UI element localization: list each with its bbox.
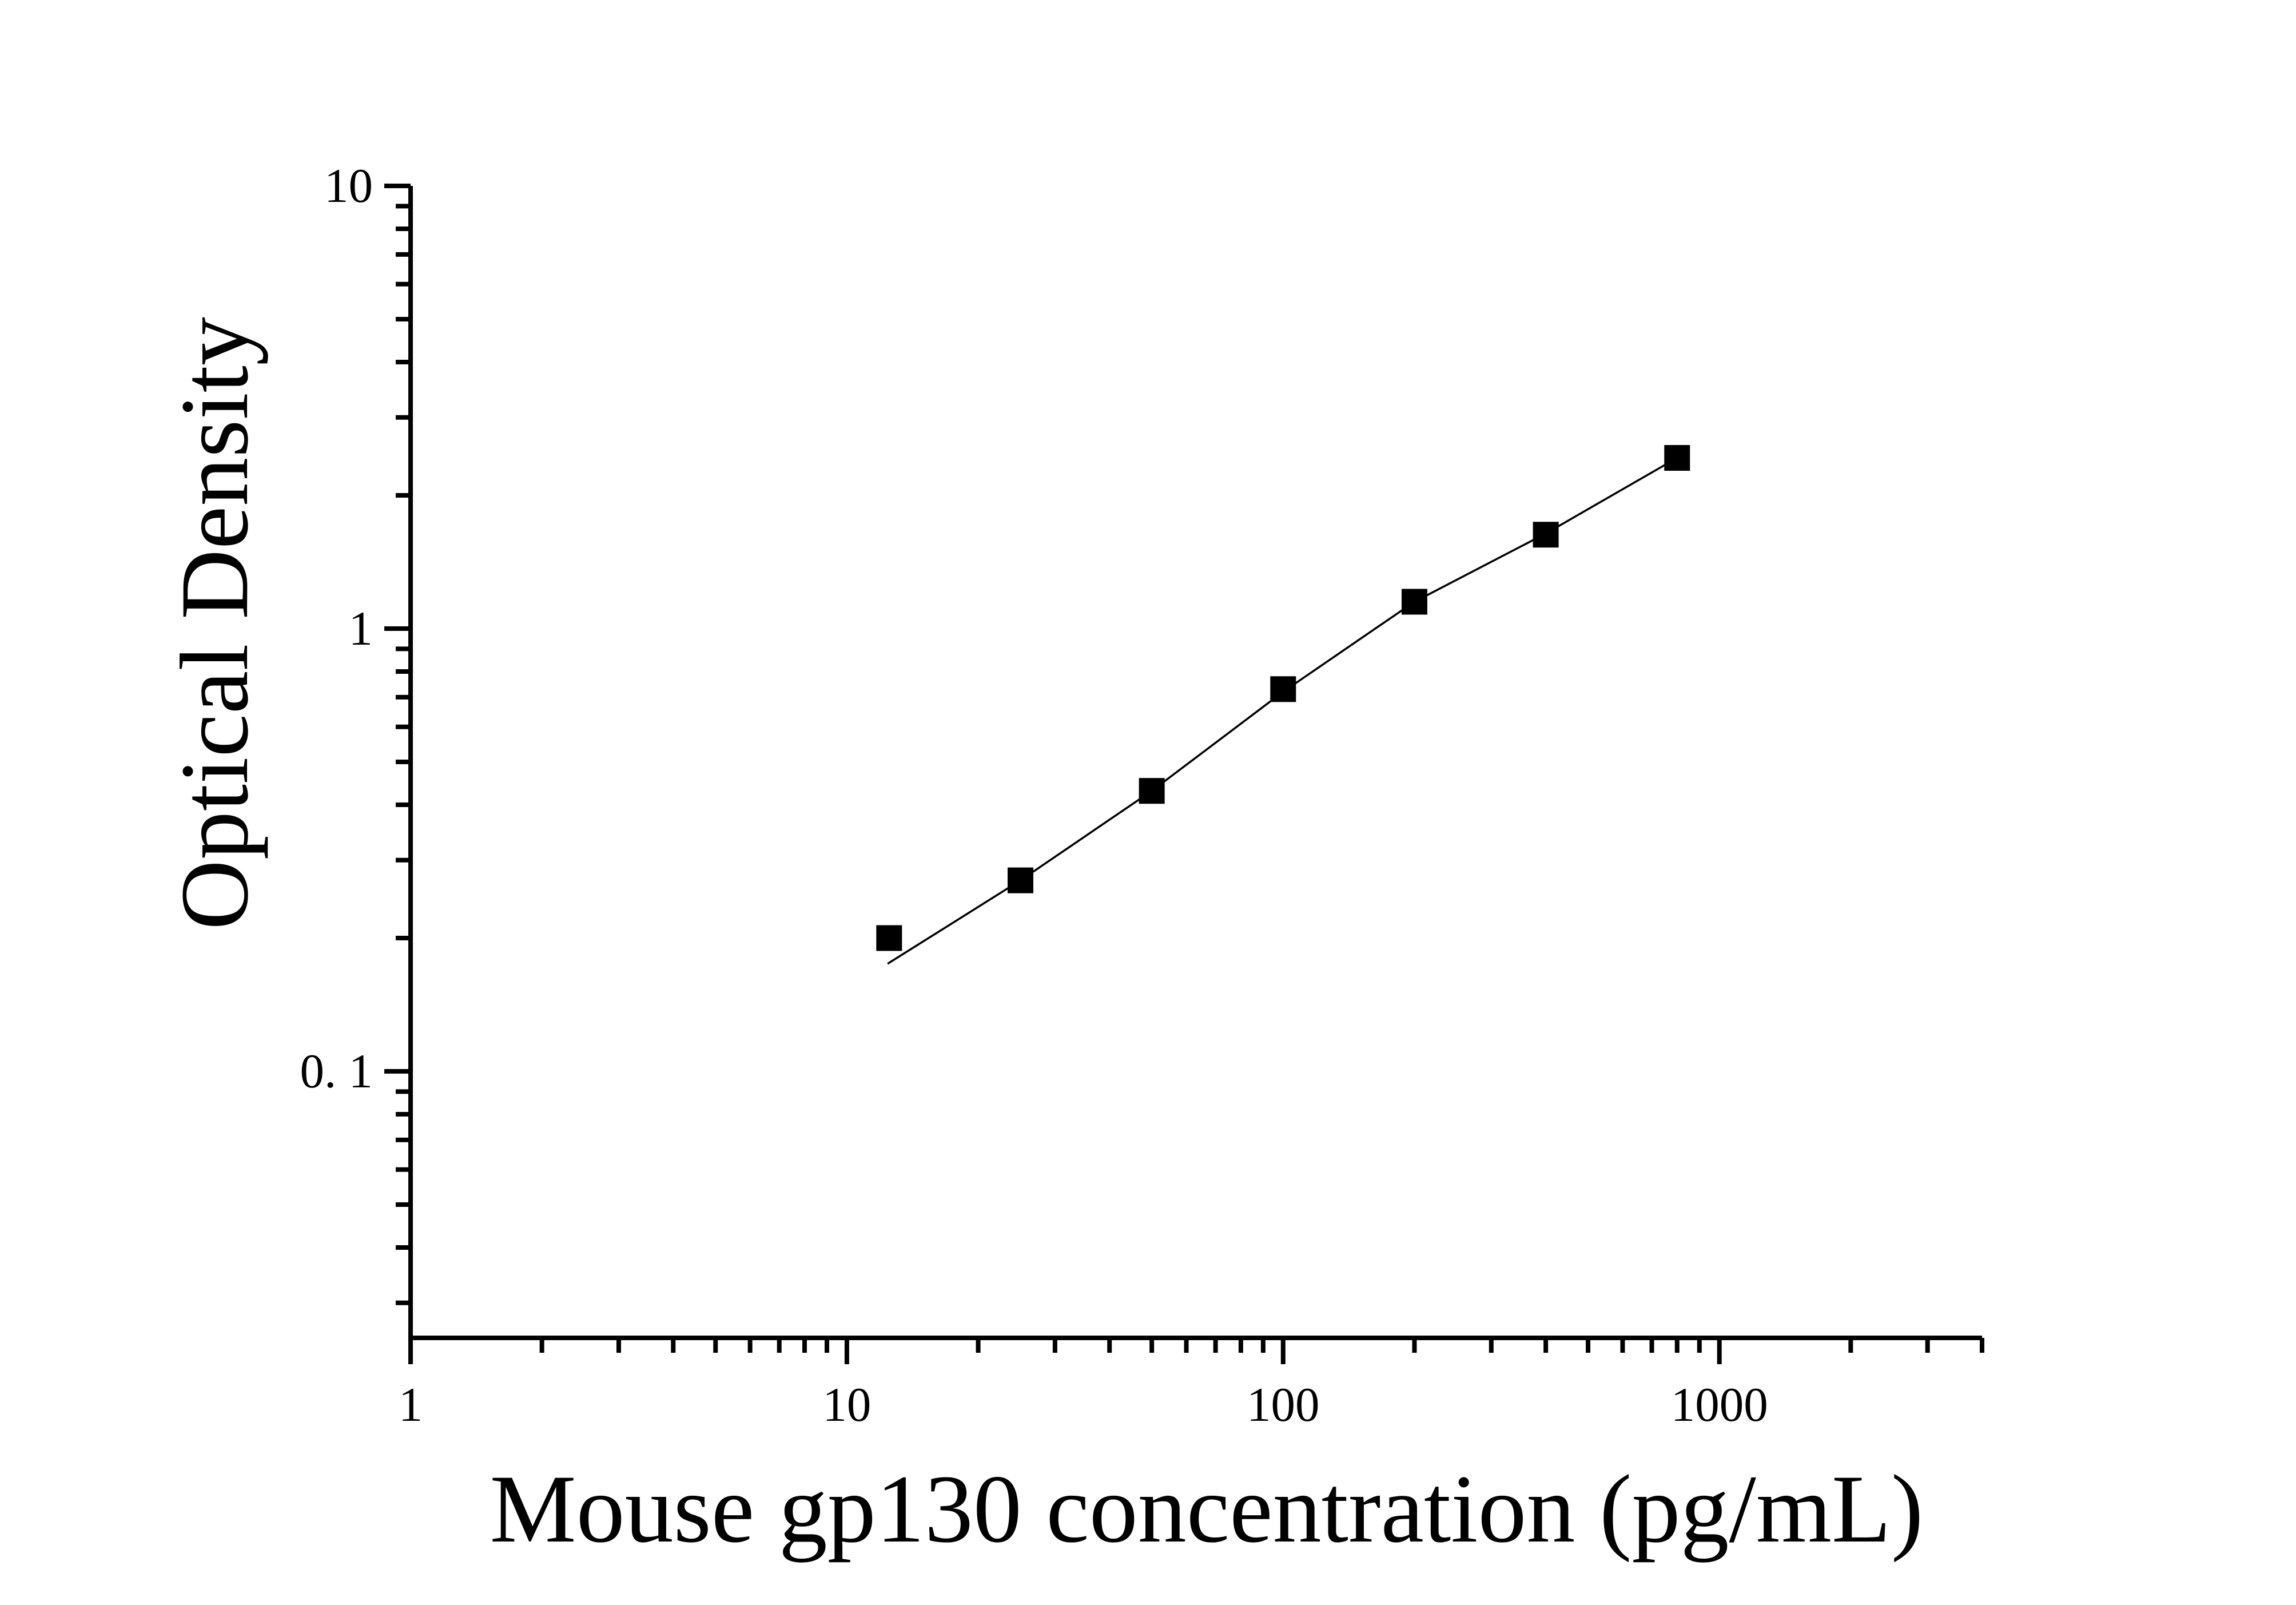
y-tick-label: 10 <box>324 159 373 213</box>
data-point-marker <box>1401 589 1427 615</box>
data-point-marker <box>1533 522 1559 548</box>
data-points <box>876 445 1690 951</box>
x-axis-title: Mouse gp130 concentration (pg/mL) <box>490 1455 1924 1563</box>
y-tick-label: 1 <box>349 602 373 655</box>
plot-area: 1 10 100 1000 0. 1 1 10 <box>300 159 1984 1432</box>
y-tick-label: 0. 1 <box>300 1044 373 1098</box>
y-axis-ticks: 0. 1 1 10 <box>300 159 411 1305</box>
x-tick-label: 10 <box>822 1378 871 1432</box>
x-tick-label: 1 <box>399 1378 423 1432</box>
x-axis-ticks: 1 10 100 1000 <box>399 1338 1984 1432</box>
data-point-marker <box>1270 676 1296 702</box>
fit-line <box>887 457 1678 965</box>
data-point-marker <box>1007 867 1033 893</box>
data-point-marker <box>876 925 902 951</box>
x-tick-label: 1000 <box>1671 1378 1768 1432</box>
x-tick-label: 100 <box>1247 1378 1320 1432</box>
axis-spines <box>408 186 1982 1340</box>
y-axis-title: Optical Density <box>161 317 268 930</box>
data-point-marker <box>1664 445 1690 471</box>
data-point-marker <box>1139 778 1165 804</box>
fit-curve <box>887 457 1678 965</box>
